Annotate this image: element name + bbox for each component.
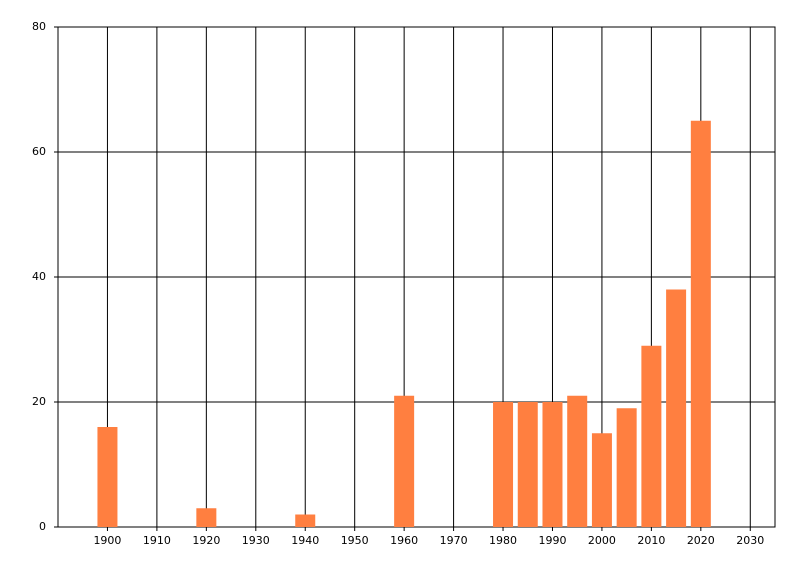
x-tick-label: 1970: [440, 534, 468, 547]
bar: [517, 402, 538, 527]
x-tick-label: 1980: [489, 534, 517, 547]
bar: [690, 120, 711, 527]
x-tick-label: 1990: [538, 534, 566, 547]
x-tick-label: 2030: [736, 534, 764, 547]
x-tick-label: 2000: [588, 534, 616, 547]
bar: [567, 395, 588, 527]
x-tick-label: 2020: [687, 534, 715, 547]
bar: [196, 508, 217, 527]
x-tick-label: 1940: [291, 534, 319, 547]
y-tick-label: 60: [32, 145, 46, 158]
x-tick-label: 1950: [341, 534, 369, 547]
y-tick-label: 20: [32, 395, 46, 408]
bar: [295, 514, 316, 527]
x-tick-label: 2010: [637, 534, 665, 547]
x-tick-label: 1920: [192, 534, 220, 547]
x-tick-label: 1910: [143, 534, 171, 547]
x-tick-label: 1960: [390, 534, 418, 547]
bar: [394, 395, 415, 527]
y-tick-label: 0: [39, 520, 46, 533]
bar: [641, 345, 662, 527]
x-tick-label: 1900: [93, 534, 121, 547]
bar: [666, 289, 687, 527]
bar: [616, 408, 637, 527]
x-tick-label: 1930: [242, 534, 270, 547]
y-tick-label: 40: [32, 270, 46, 283]
bar: [493, 402, 514, 527]
y-tick-label: 80: [32, 20, 46, 33]
bar: [97, 427, 118, 527]
bar: [591, 433, 612, 527]
bar: [542, 402, 563, 527]
